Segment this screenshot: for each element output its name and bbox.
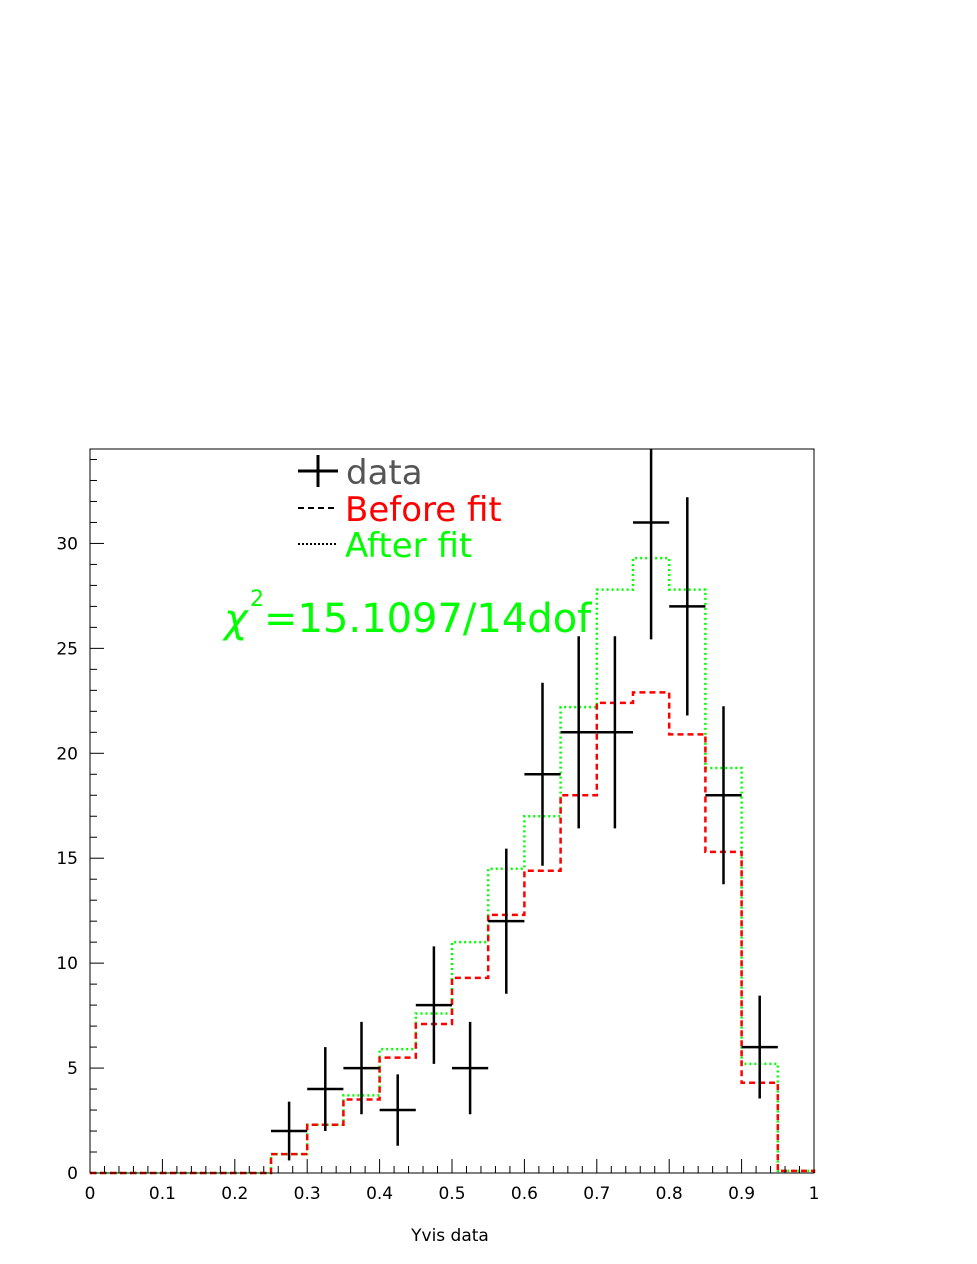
data-point [560, 636, 597, 829]
data-point [379, 1074, 416, 1146]
x-tick-label: 0.5 [438, 1184, 465, 1204]
y-tick-label: 10 [56, 954, 78, 974]
data-point [705, 706, 742, 885]
x-tick-label: 0 [85, 1184, 96, 1204]
chi2-symbol: χ [222, 596, 249, 642]
legend-label-data: data [346, 453, 423, 493]
data-point [524, 682, 561, 866]
chi2-annotation: χ 2 =15.1097/14dof [222, 587, 592, 642]
x-tick-label: 0.6 [511, 1184, 538, 1204]
y-tick-label: 15 [56, 849, 78, 869]
data-point [669, 497, 706, 716]
x-tick-label: 0.3 [294, 1184, 321, 1204]
data-point [343, 1021, 380, 1115]
y-tick-label: 5 [67, 1059, 78, 1079]
data-point [271, 1101, 308, 1161]
y-tick-label: 20 [56, 744, 78, 764]
data-point [741, 995, 778, 1099]
data-point [633, 449, 670, 640]
x-tick-label: 0.7 [583, 1184, 610, 1204]
after-fit-histogram [90, 556, 816, 1175]
legend-label-before-fit: Before fit [345, 490, 502, 530]
chi2-value: =15.1097/14dof [264, 596, 592, 642]
data-points-layer [271, 449, 778, 1161]
y-tick-label: 25 [56, 639, 78, 659]
x-axis-label: Yvis data [410, 1226, 489, 1246]
legend-entry-data: data [298, 453, 423, 493]
legend-entry-after-fit: After fit [298, 526, 472, 566]
y-tick-label: 30 [56, 534, 78, 554]
chi2-superscript: 2 [250, 587, 264, 612]
data-point [488, 848, 525, 994]
x-tick-label: 0.4 [366, 1184, 393, 1204]
x-tick-label: 0.9 [728, 1184, 755, 1204]
histogram-layer [90, 556, 816, 1175]
x-tick-label: 0.8 [656, 1184, 683, 1204]
legend: data Before fit After fit [298, 453, 502, 566]
data-point [596, 636, 633, 829]
axis-layer: 0 0.1 0.2 0.3 0.4 0.5 0.6 0.7 0.8 0.9 105101520253… [56, 458, 820, 1204]
legend-entry-before-fit: Before fit [298, 490, 502, 530]
data-point [307, 1047, 344, 1132]
data-point [452, 1021, 489, 1115]
x-tick-label: 0.2 [221, 1184, 248, 1204]
y-tick-label: 0 [67, 1164, 78, 1184]
before-fit-histogram [90, 691, 816, 1175]
legend-label-after-fit: After fit [345, 526, 472, 566]
data-point [415, 946, 452, 1064]
x-tick-label: 1 [809, 1184, 820, 1204]
x-tick-label: 0.1 [149, 1184, 176, 1204]
